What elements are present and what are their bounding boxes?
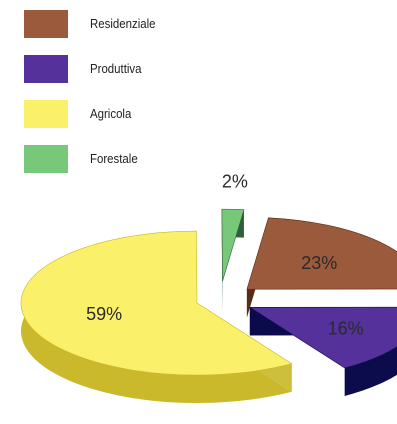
pie-slice-forestale [221, 208, 245, 310]
legend-swatch-agricola [24, 100, 68, 128]
chart-legend: Residenziale Produttiva Agricola Foresta… [0, 0, 397, 180]
pie-slice-top-forestale [221, 208, 245, 282]
pie-slice-agricola [20, 230, 293, 404]
pie-slice-top-residenziale [246, 217, 397, 290]
legend-item-produttiva: Produttiva [24, 55, 324, 85]
data-label-produttiva: 16% [328, 319, 364, 339]
legend-label-forestale: Forestale [90, 151, 138, 166]
pie-slice-top-produttiva [248, 306, 397, 369]
legend-label-produttiva: Produttiva [90, 61, 142, 76]
legend-swatch-forestale [24, 145, 68, 173]
data-label-forestale: 2% [222, 171, 248, 191]
legend-item-agricola: Agricola [24, 100, 324, 130]
legend-swatch-produttiva [24, 55, 68, 83]
pie-slice-residenziale [246, 217, 397, 318]
data-label-residenziale: 23% [301, 253, 337, 273]
pie-slice-produttiva [248, 306, 397, 396]
legend-swatch-residenziale [24, 10, 68, 38]
legend-label-agricola: Agricola [90, 106, 132, 121]
legend-item-forestale: Forestale [24, 145, 324, 175]
legend-label-residenziale: Residenziale [90, 16, 156, 31]
data-label-agricola: 59% [86, 304, 122, 324]
pie-slice-top-agricola [20, 230, 293, 376]
legend-item-residenziale: Residenziale [24, 10, 324, 40]
